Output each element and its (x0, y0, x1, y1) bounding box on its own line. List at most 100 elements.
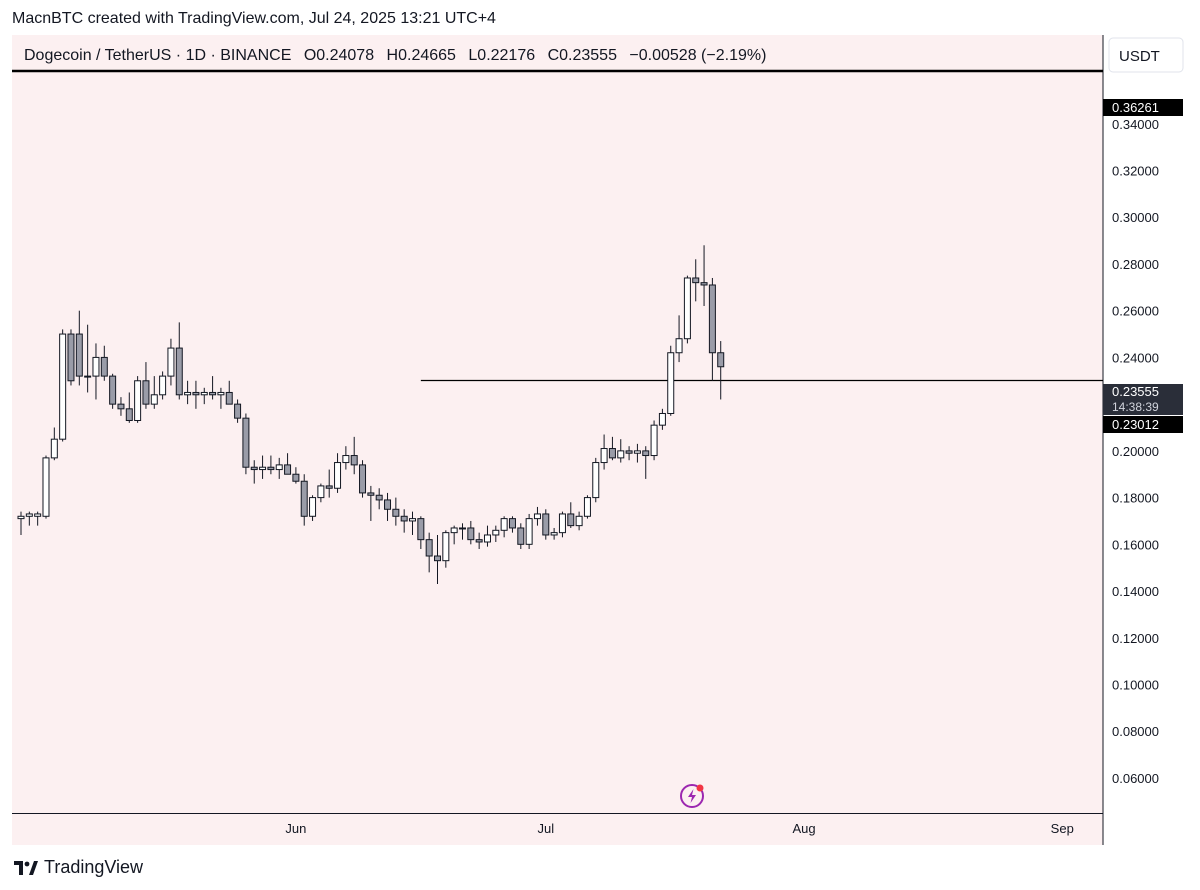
candle (692, 259, 700, 302)
attribution-text: MacnBTC created with TradingView.com, Ju… (12, 10, 496, 27)
candle (434, 534, 441, 585)
candle (200, 387, 208, 405)
candle-body (667, 352, 675, 414)
candle-body (225, 391, 233, 405)
candle (717, 341, 725, 400)
candle (34, 511, 42, 526)
candle-body (700, 282, 708, 286)
candle-body (184, 391, 192, 396)
candle (592, 457, 600, 503)
candle-body (242, 417, 250, 468)
candle (175, 322, 183, 400)
resistance-price-text: 0.36261 (1112, 100, 1159, 115)
candle-body (50, 438, 58, 459)
candle (450, 525, 458, 545)
candle (667, 345, 675, 416)
candle-body (492, 529, 500, 536)
candle-body (342, 455, 350, 464)
candle-body (109, 375, 117, 405)
time-tick-label: Jun (285, 821, 306, 836)
legend-close: C0.23555 (548, 47, 617, 64)
candle-body (175, 347, 183, 396)
candle-body (575, 515, 583, 527)
candle (217, 387, 225, 409)
symbol-legend[interactable]: Dogecoin / TetherUS · 1D · BINANCE O0.24… (24, 47, 766, 64)
tradingview-brand[interactable]: TradingView (14, 857, 143, 878)
price-axis-ticks: 0.06000 0.08000 0.10000 0.12000 0.14000 0.160… (1112, 117, 1159, 786)
candle-body (392, 508, 400, 517)
candle-body (117, 403, 125, 410)
candle (600, 434, 608, 470)
candle-body (125, 408, 133, 421)
candle-body (683, 277, 691, 340)
candle-body (192, 391, 200, 396)
candle (134, 376, 142, 423)
candle (67, 329, 75, 386)
candle (550, 527, 558, 540)
current-price-text: 0.23555 (1112, 384, 1159, 399)
candle (642, 446, 650, 479)
candle-body (134, 380, 142, 421)
candle-body (600, 448, 608, 464)
tradingview-brand-label: TradingView (44, 857, 144, 877)
time-axis-labels: Jun Jul Aug Sep (285, 821, 1073, 836)
price-label-current: 0.23555 14:38:39 (1103, 384, 1183, 415)
candle (242, 413, 250, 475)
candle (109, 373, 117, 409)
candle (567, 502, 575, 528)
candle-body (633, 450, 641, 454)
candle-body (525, 518, 533, 545)
candle (59, 329, 67, 442)
candle-body (434, 555, 441, 562)
candle-body (450, 527, 458, 534)
candle (417, 516, 425, 549)
candle-body (442, 532, 450, 562)
candle (625, 446, 633, 461)
candle (17, 511, 25, 535)
candle-body (250, 466, 258, 471)
price-label-resistance: 0.36261 (1103, 99, 1183, 116)
candle (683, 275, 691, 344)
candle-body (150, 394, 158, 405)
candle-body (84, 375, 92, 378)
candle-body (100, 356, 108, 377)
candle (492, 525, 500, 542)
price-tick-label: 0.20000 (1112, 444, 1159, 459)
candle (400, 509, 408, 533)
legend-low: L0.22176 (468, 47, 535, 64)
candle-body (325, 485, 333, 489)
candle-body (200, 391, 208, 396)
price-tick-label: 0.08000 (1112, 724, 1159, 739)
currency-button-label: USDT (1119, 48, 1160, 65)
candle (309, 495, 317, 521)
candle-body (167, 347, 175, 377)
candle (42, 455, 50, 519)
candle-body (142, 380, 150, 405)
candle (350, 436, 358, 475)
candle-body (417, 518, 425, 541)
legend-open: O0.24078 (304, 47, 374, 64)
candle-body (259, 466, 267, 471)
candle (409, 511, 417, 535)
candle-body (517, 527, 525, 545)
candle-body (592, 462, 600, 499)
candle (142, 362, 150, 409)
candle-body (617, 450, 625, 459)
candle (384, 492, 392, 521)
candle-body (483, 534, 491, 543)
candle-body (475, 539, 483, 543)
candle (375, 488, 383, 510)
candle (250, 460, 258, 484)
candle-body (542, 513, 550, 536)
candlestick-chart[interactable]: 0.06000 0.08000 0.10000 0.12000 0.14000 0.160… (12, 35, 1188, 845)
currency-button[interactable]: USDT (1108, 37, 1184, 73)
candle (75, 310, 83, 386)
legend-change: −0.00528 (−2.19%) (629, 47, 766, 64)
candle (167, 338, 175, 386)
candle-body (558, 513, 566, 534)
price-tick-label: 0.28000 (1112, 257, 1159, 272)
candle (317, 483, 325, 503)
lightning-icon[interactable] (680, 784, 704, 808)
candle (275, 457, 283, 479)
tradingview-logo-icon (14, 860, 38, 875)
